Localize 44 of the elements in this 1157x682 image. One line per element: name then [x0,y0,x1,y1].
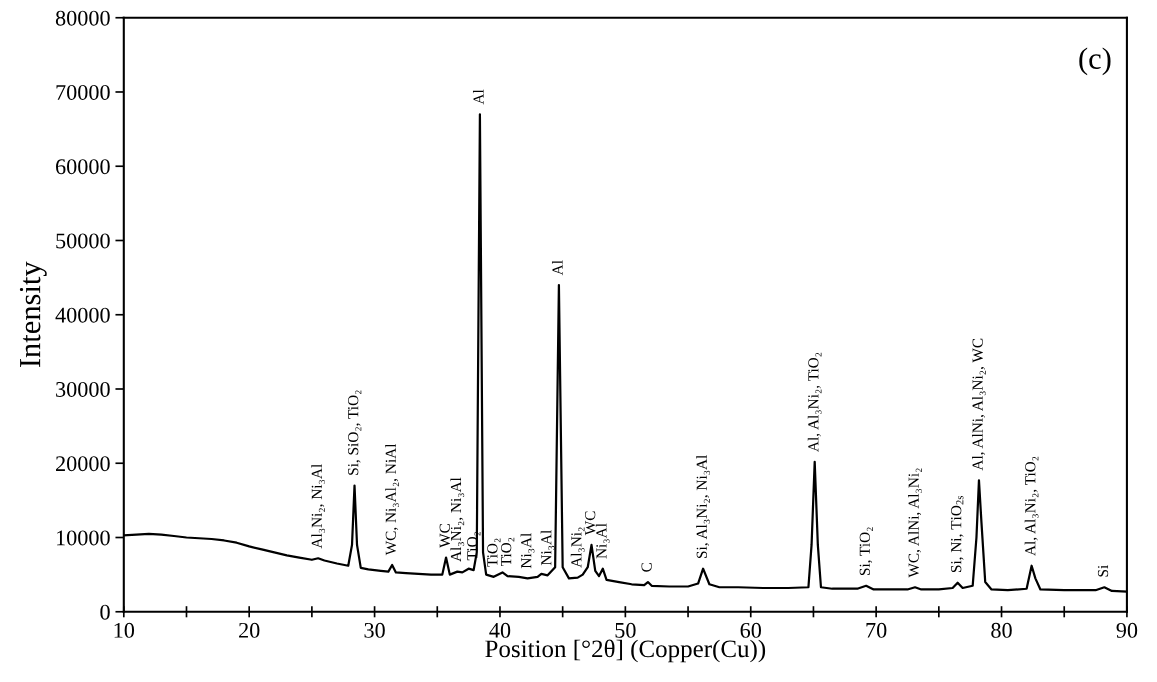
annotation: Ni₃Al [520,533,535,569]
x-axis-title: Position [°2θ] (Copper(Cu)) [485,639,766,663]
annotation: Al₃Ni₂ [570,527,585,568]
x-tick-label: 40 [489,622,511,638]
annotation: Al₃Ni₂, Ni₃Al [450,477,465,562]
y-tick-label: 70000 [56,84,110,100]
y-tick-label: 40000 [55,307,110,323]
annotation: Al, AlNi, Al₃Ni₂, WC [972,338,986,471]
x-tick-label: 30 [364,622,385,638]
y-axis-title: Intensity [19,261,47,368]
annotation: TiO₂ [487,538,501,567]
x-tick-label: 80 [991,622,1012,638]
annotation: Ni₃Al [540,530,555,566]
annotation: Al₃Ni₂, Ni₃Al [311,464,325,549]
annotation: Ni₃Al [595,523,610,559]
y-tick-label: 50000 [56,233,110,249]
annotation: (c) [1079,47,1111,76]
y-tick-label: 30000 [56,381,110,397]
x-tick-label: 50 [615,622,636,638]
annotation: Si [1097,565,1109,577]
annotation: TiO₂ [501,537,515,567]
annotation: WC, AlNi, Al₃Ni₂ [908,468,922,578]
annotation: Al [472,89,484,105]
y-tick-label: 10000 [57,530,110,546]
annotation: C [641,562,652,572]
x-tick-label: 10 [114,622,135,638]
y-tick-label: 80000 [55,10,110,26]
x-tick-label: 60 [740,622,762,638]
x-tick-label: 90 [1116,622,1138,638]
y-tick-label: 60000 [56,159,110,175]
annotation: Al, Al₃Ni₂, TiO₂ [807,352,822,452]
annotation: Al, Al₃Ni₂, TiO₂ [1024,456,1039,556]
x-tick-label: 70 [866,622,887,638]
annotation: WC [585,511,596,536]
annotation: Al [551,260,563,276]
annotation: Si, Al₃Ni₂, Ni₃Al [696,455,710,558]
annotation: WC [439,524,450,548]
y-tick-label: 0 [100,604,110,620]
x-tick-label: 20 [239,622,260,638]
annotation: WC, Ni₃Al₂, NiAl [385,443,399,556]
y-tick-label: 20000 [56,456,110,472]
annotation: Si, SiO₂, TiO₂ [348,390,362,475]
annotation: Si, TiO₂ [859,527,873,576]
annotation: Si, Ni, TiO$_{2s}$ [951,495,964,573]
